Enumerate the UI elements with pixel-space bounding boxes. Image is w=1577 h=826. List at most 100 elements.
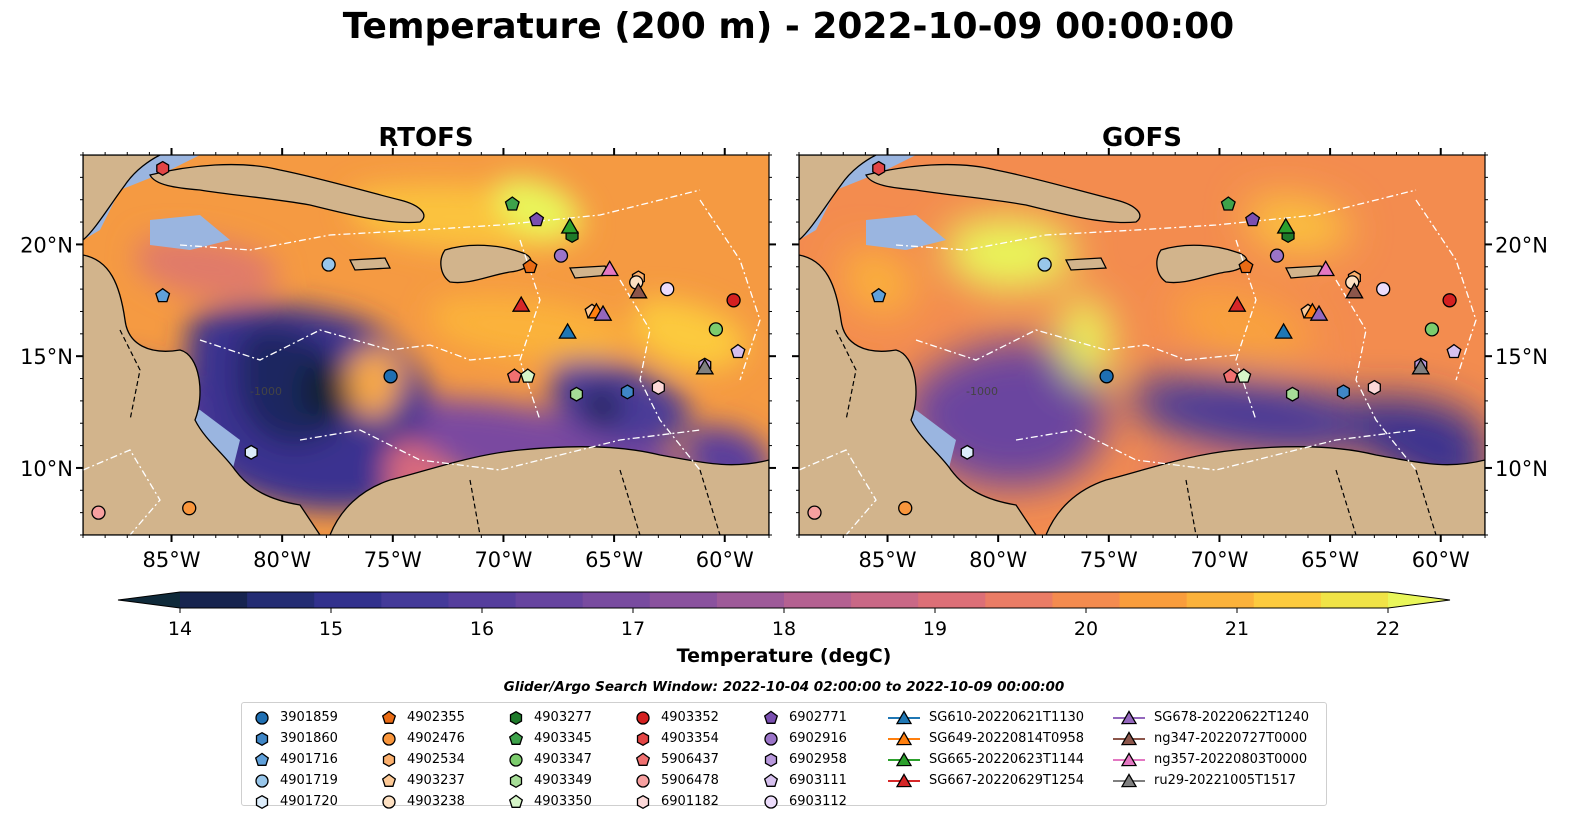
lon-tick-label: 75°W xyxy=(364,548,422,572)
legend-marker xyxy=(508,731,524,745)
legend-entry-argo: 4902534 xyxy=(379,749,465,770)
legend-column: 3901859 3901860 4901716 4901719 4901720 xyxy=(252,707,338,812)
legend-label: SG667-20220629T1254 xyxy=(929,773,1085,788)
legend-marker-icon xyxy=(382,731,396,746)
gofs-markers xyxy=(807,160,1462,520)
legend-marker-icon xyxy=(764,794,778,809)
legend-marker xyxy=(636,710,650,725)
colorbar-segment xyxy=(314,592,382,608)
colorbar-segment xyxy=(448,592,517,608)
legend-marker-icon xyxy=(763,710,779,724)
legend-marker xyxy=(635,752,651,766)
argo-float-6902916 xyxy=(553,248,569,263)
legend-marker xyxy=(1120,709,1138,724)
argo-float-5906437 xyxy=(1222,368,1239,383)
lon-tick-label: 70°W xyxy=(474,548,532,572)
glider-ru29-20221005T1517 xyxy=(695,358,715,375)
argo-float-3901860 xyxy=(1336,384,1350,400)
legend-marker-icon xyxy=(1113,730,1145,745)
legend-label: 4903238 xyxy=(407,794,465,809)
legend-marker-icon xyxy=(888,730,920,745)
colorbar-segment xyxy=(582,592,651,608)
legend-label: 4903354 xyxy=(661,731,719,746)
land-masses xyxy=(83,155,769,535)
colorbar-segment xyxy=(716,592,785,608)
colorbar-segment xyxy=(180,592,248,608)
argo-float-4901719 xyxy=(1037,257,1052,272)
legend-marker xyxy=(255,731,269,746)
legend-marker xyxy=(895,772,913,787)
lat-tick-label: 20°N xyxy=(20,233,73,257)
legend-label: 4903345 xyxy=(534,731,592,746)
legend-marker-icon xyxy=(636,731,650,746)
search-window-label: Glider/Argo Search Window: 2022-10-04 02… xyxy=(503,679,1065,695)
legend-entry-argo: 4903347 xyxy=(506,749,592,770)
legend-marker-icon xyxy=(1113,709,1145,724)
colorbar-tick-label: 20 xyxy=(1074,618,1098,640)
argo-float-4901720 xyxy=(960,444,974,460)
glider-SG665-20220623T1144 xyxy=(1276,217,1296,234)
legend-label: SG665-20220623T1144 xyxy=(929,752,1085,767)
legend-marker-icon xyxy=(509,710,523,725)
legend-entry-argo: 4902355 xyxy=(379,707,465,728)
legend-marker xyxy=(895,751,913,766)
legend-marker xyxy=(382,731,396,746)
colorbar-tick-label: 19 xyxy=(923,618,947,640)
legend-marker xyxy=(895,709,913,724)
colorbar-segment xyxy=(851,592,919,608)
legend-entry-glider: SG667-20220629T1254 xyxy=(887,770,1084,791)
legend-label: 6902916 xyxy=(789,731,847,746)
land-masses xyxy=(799,155,1485,535)
lat-tick-label: 20°N xyxy=(1495,233,1548,257)
legend-column: 6902771 6902916 6902958 6903111 6903112 xyxy=(761,707,847,812)
legend-label: SG610-20220621T1130 xyxy=(929,710,1085,725)
legend-marker-icon xyxy=(255,710,269,725)
argo-float-6902771 xyxy=(1245,211,1261,227)
legend-marker xyxy=(254,752,270,766)
legend-box: 3901859 3901860 4901716 4901719 4901720 49023… xyxy=(241,702,1327,809)
rtofs-markers xyxy=(91,160,746,520)
lon-tick-label: 75°W xyxy=(1080,548,1138,572)
lon-tick-label: 80°W xyxy=(969,548,1027,572)
gofs-map-panel: -1000 85°W 80°W 75°W 70°W 65°W 60°W 10°N 15°N 20… xyxy=(792,123,1548,572)
colorbar-segment xyxy=(1320,592,1389,608)
glider-SG678-20220622T1240 xyxy=(593,304,613,321)
legend-label: 6901182 xyxy=(661,794,719,809)
colorbar-tick-label: 21 xyxy=(1225,618,1249,640)
colorbar-segment xyxy=(1052,592,1121,608)
legend-entry-argo: 3901860 xyxy=(252,728,338,749)
rtofs-axis-ticks: 85°W 80°W 75°W 70°W 65°W 60°W 10°N 15°N 20°N xyxy=(20,148,776,572)
legend-entry-glider: SG649-20220814T0958 xyxy=(887,728,1084,749)
legend-entry-argo: 6903111 xyxy=(761,770,847,791)
legend-marker xyxy=(636,731,650,746)
legend-label: ng347-20220727T0000 xyxy=(1154,731,1308,746)
legend-label: 4903347 xyxy=(534,752,592,767)
legend-entry-argo: 4902476 xyxy=(379,728,465,749)
argo-float-4903345 xyxy=(1220,196,1236,211)
rtofs-map-body: -1000 xyxy=(83,155,769,535)
legend-entry-argo: 3901859 xyxy=(252,707,338,728)
colorbar-segment xyxy=(247,592,315,608)
legend-entry-argo: 5906437 xyxy=(633,749,719,770)
legend-entry-argo: 4903352 xyxy=(633,707,719,728)
argo-float-4901716 xyxy=(155,287,171,303)
argo-float-4903347 xyxy=(1424,322,1440,337)
legend-label: 3901860 xyxy=(280,731,338,746)
legend-label: 4901720 xyxy=(280,794,338,809)
legend-column: SG610-20220621T1130 SG649-20220814T0958 SG… xyxy=(887,707,1084,791)
legend-label: 4903277 xyxy=(534,710,592,725)
glider-SG667-20220629T1254 xyxy=(1227,295,1247,312)
rtofs-map-panel: -1000 85°W 80°W 75°W 70°W 65°W 60°W 10°N 15°N 20… xyxy=(20,123,776,572)
legend-marker-icon xyxy=(255,773,269,788)
argo-float-4903352 xyxy=(726,293,741,308)
lon-tick-label: 70°W xyxy=(1190,548,1248,572)
argo-float-6902771 xyxy=(529,211,545,227)
legend-label: 6903112 xyxy=(789,794,847,809)
argo-float-4901716 xyxy=(871,287,887,303)
legend-label: 3901859 xyxy=(280,710,338,725)
legend-marker-icon xyxy=(381,710,397,724)
legend-marker-icon xyxy=(509,773,523,788)
legend-marker-icon xyxy=(888,709,920,724)
legend-entry-glider: SG678-20220622T1240 xyxy=(1112,707,1309,728)
